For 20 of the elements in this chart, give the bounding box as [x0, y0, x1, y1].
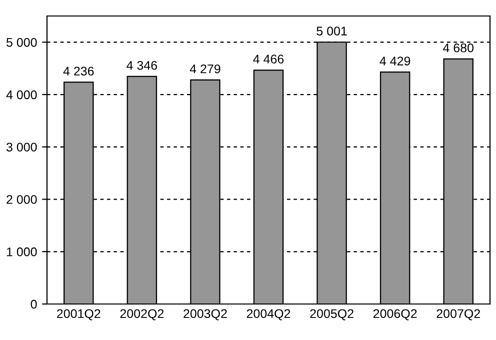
y-tick-label: 5 000: [6, 38, 37, 47]
data-label: 4 236: [63, 66, 94, 76]
data-label: 4 429: [380, 56, 410, 66]
x-tick-label: 2001Q2: [57, 309, 100, 320]
data-label: 4 279: [190, 64, 220, 74]
x-tick-label: 2006Q2: [373, 309, 417, 320]
y-tick-label: 2 000: [6, 195, 37, 204]
y-tick-label: 4 000: [6, 90, 37, 100]
x-tick-label: 2002Q2: [120, 309, 164, 320]
x-tick-label: 2004Q2: [246, 309, 290, 320]
data-label: 4 466: [253, 54, 284, 64]
x-tick-label: 2007Q2: [436, 309, 480, 320]
data-label: 5 001: [316, 26, 347, 36]
y-tick-label: 0: [30, 300, 37, 309]
data-label: 4 680: [443, 43, 474, 52]
x-tick-label: 2003Q2: [184, 309, 227, 320]
y-tick-label: 1 000: [6, 247, 37, 256]
data-label: 4 346: [126, 60, 158, 70]
x-tick-label: 2005Q2: [310, 309, 354, 320]
y-tick-label: 3 000: [6, 142, 37, 152]
